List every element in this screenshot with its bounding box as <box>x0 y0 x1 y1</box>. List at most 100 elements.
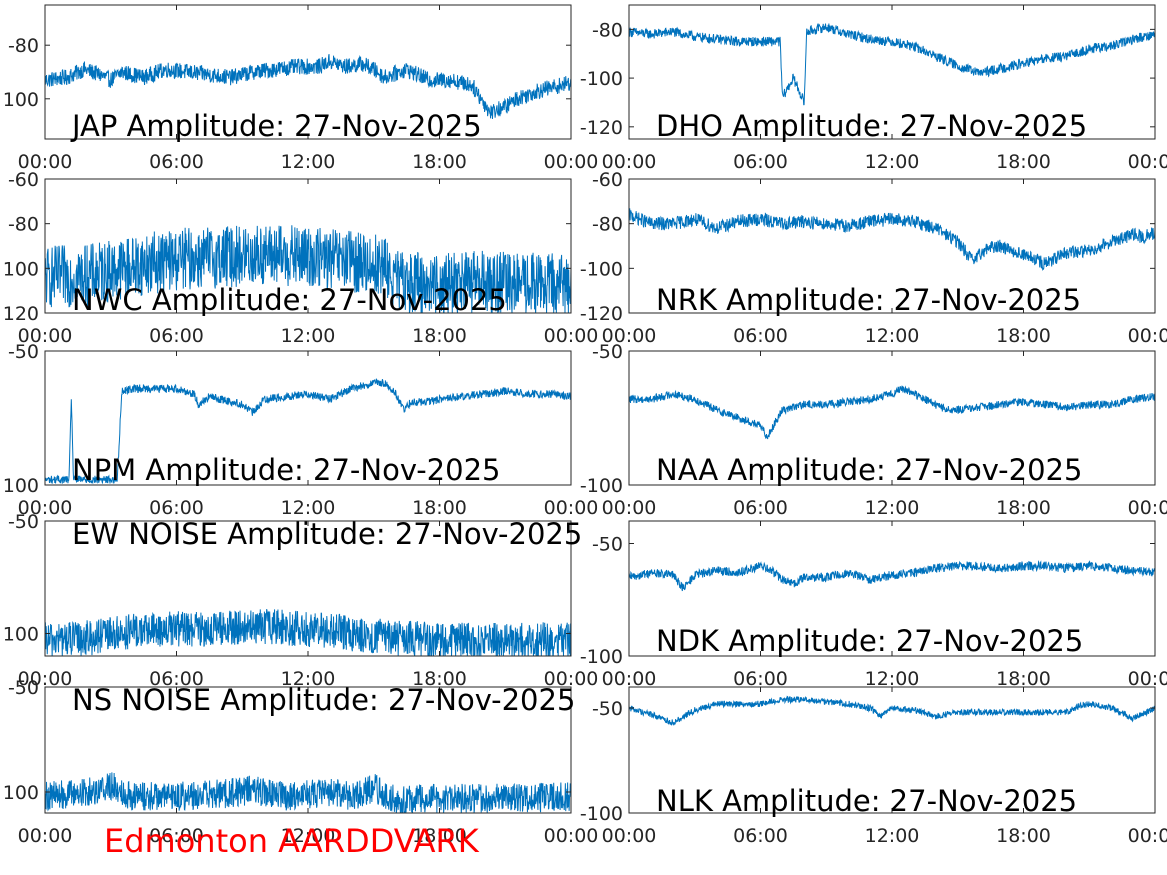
x-tick-label: 12:00 <box>865 325 920 347</box>
y-tick-label: -100 <box>580 646 623 668</box>
y-tick-label: -80 <box>592 214 623 236</box>
series-line <box>629 559 1155 592</box>
x-tick-label: 00:00 <box>602 497 657 519</box>
chart-title: NRK Amplitude: 27-Nov-2025 <box>656 283 1081 317</box>
x-tick-label: 18:00 <box>996 668 1051 690</box>
chart-title: NDK Amplitude: 27-Nov-2025 <box>656 624 1083 658</box>
x-tick-label: 00:00 <box>602 151 657 173</box>
x-tick-label: 12:00 <box>865 151 920 173</box>
series-line <box>629 695 1155 726</box>
y-tick-label: -50 <box>592 341 623 363</box>
chart-title: NLK Amplitude: 27-Nov-2025 <box>656 784 1077 818</box>
y-tick-label: -50 <box>592 698 623 720</box>
y-tick-label: 100 <box>3 624 39 646</box>
y-tick-label: 100 <box>3 258 39 280</box>
y-tick-label: -100 <box>580 803 623 825</box>
chart-panel: 00:00 06:00 12:00 18:00 00:00 -60 -80 -100 -120 N… <box>580 169 1167 347</box>
x-tick-label: 18:00 <box>996 825 1051 847</box>
x-tick-label: 12:00 <box>281 497 336 519</box>
x-tick-label: 18:00 <box>412 325 467 347</box>
x-tick-label: 00:00 <box>1128 325 1167 347</box>
x-tick-label: 00:00 <box>1128 825 1167 847</box>
y-tick-label: -60 <box>8 169 39 191</box>
x-tick-label: 06:00 <box>733 497 788 519</box>
chart-title: NWC Amplitude: 27-Nov-2025 <box>72 283 507 317</box>
chart-title: JAP Amplitude: 27-Nov-2025 <box>70 109 482 143</box>
x-tick-label: 06:00 <box>733 825 788 847</box>
x-tick-label: 00:00 <box>18 668 73 690</box>
y-tick-label: -80 <box>8 35 39 57</box>
y-tick-label: -100 <box>580 475 623 497</box>
x-tick-label: 06:00 <box>149 151 204 173</box>
series-line <box>629 23 1155 106</box>
y-tick-label: -50 <box>8 511 39 533</box>
chart-panel: 00:00 06:00 12:00 18:00 00:00 -80 -100 -120 DHO … <box>580 4 1167 173</box>
x-tick-label: 18:00 <box>412 668 467 690</box>
x-tick-label: 18:00 <box>996 325 1051 347</box>
x-tick-label: 00:00 <box>602 825 657 847</box>
x-tick-label: 00:00 <box>544 825 599 847</box>
chart-title: EW NOISE Amplitude: 27-Nov-2025 <box>72 517 582 551</box>
chart-title: NPM Amplitude: 27-Nov-2025 <box>72 453 500 487</box>
x-tick-label: 12:00 <box>281 325 336 347</box>
series-line <box>45 378 571 485</box>
x-tick-label: 00:00 <box>1128 668 1167 690</box>
chart-panel: 00:00 06:00 12:00 18:00 00:00 -50 -100 NLK Ampl… <box>580 686 1167 847</box>
x-tick-label: 12:00 <box>281 151 336 173</box>
y-tick-label: -50 <box>8 677 39 699</box>
x-tick-label: 00:00 <box>18 151 73 173</box>
x-tick-label: 00:00 <box>602 325 657 347</box>
x-tick-label: 06:00 <box>149 325 204 347</box>
x-tick-label: 18:00 <box>412 151 467 173</box>
x-tick-label: 12:00 <box>865 825 920 847</box>
y-tick-label: -60 <box>592 169 623 191</box>
y-tick-label: -100 <box>580 258 623 280</box>
x-tick-label: 00:00 <box>18 325 73 347</box>
x-tick-label: 00:00 <box>544 668 599 690</box>
x-tick-label: 18:00 <box>996 497 1051 519</box>
x-tick-label: 00:00 <box>544 151 599 173</box>
x-tick-label: 06:00 <box>149 497 204 519</box>
y-tick-label: -80 <box>592 19 623 41</box>
chart-panel: 00:00 06:00 12:00 18:00 00:00 -50 100 NPM Ampli… <box>3 341 599 519</box>
x-tick-label: 00:00 <box>18 825 73 847</box>
x-tick-label: 06:00 <box>733 325 788 347</box>
x-tick-label: 18:00 <box>996 151 1051 173</box>
station-label: Edmonton AARDDVARK <box>104 822 479 860</box>
y-tick-label: 120 <box>3 303 39 325</box>
x-tick-label: 12:00 <box>865 668 920 690</box>
y-tick-label: -80 <box>8 214 39 236</box>
x-tick-label: 00:00 <box>1128 151 1167 173</box>
x-tick-label: 06:00 <box>733 668 788 690</box>
chart-panel: 00:00 06:00 12:00 18:00 00:00 -50 -100 NDK Ampl… <box>580 520 1167 690</box>
x-tick-label: 00:00 <box>544 325 599 347</box>
chart-panel: 00:00 06:00 12:00 18:00 00:00 -50 -100 NAA Ampl… <box>580 341 1167 519</box>
chart-panel: 00:00 06:00 12:00 18:00 00:00 -80 100 JAP Ampli… <box>3 4 599 173</box>
y-tick-label: -50 <box>592 534 623 556</box>
x-tick-label: 00:00 <box>18 497 73 519</box>
x-tick-label: 12:00 <box>281 668 336 690</box>
chart-panel: 00:00 06:00 12:00 18:00 00:00 -60 -80 100 120 NWC… <box>3 169 599 347</box>
chart-title: NS NOISE Amplitude: 27-Nov-2025 <box>72 683 575 717</box>
y-tick-label: -120 <box>580 303 623 325</box>
series-line <box>45 225 571 313</box>
x-tick-label: 06:00 <box>733 151 788 173</box>
y-tick-label: -120 <box>580 117 623 139</box>
x-tick-label: 06:00 <box>149 825 204 847</box>
series-line <box>45 772 571 813</box>
series-line <box>45 609 571 656</box>
chart-title: DHO Amplitude: 27-Nov-2025 <box>656 109 1087 143</box>
y-tick-label: 100 <box>3 475 39 497</box>
x-tick-label: 00:00 <box>1128 497 1167 519</box>
y-tick-label: -100 <box>580 68 623 90</box>
x-tick-label: 06:00 <box>149 668 204 690</box>
x-tick-label: 18:00 <box>412 497 467 519</box>
y-tick-label: 100 <box>3 782 39 804</box>
series-line <box>45 53 571 119</box>
x-tick-label: 00:00 <box>602 668 657 690</box>
x-tick-label: 18:00 <box>412 825 467 847</box>
x-tick-label: 12:00 <box>865 497 920 519</box>
y-tick-label: 100 <box>3 89 39 111</box>
chart-panel: 00:00 06:00 12:00 18:00 00:00 -50 100 NS NOISE … <box>3 677 599 847</box>
